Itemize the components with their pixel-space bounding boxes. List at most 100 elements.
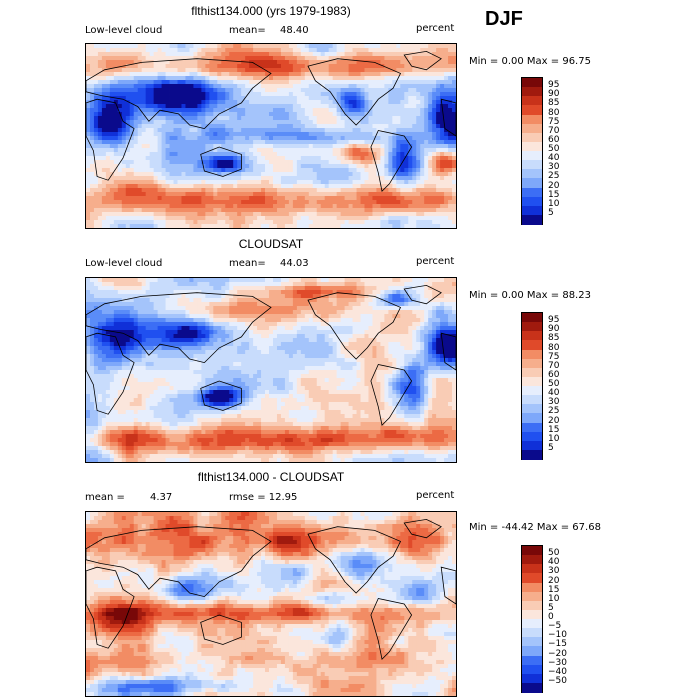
contour-cell: [245, 160, 250, 165]
contour-cell: [261, 124, 266, 129]
contour-cell: [137, 96, 143, 101]
contour-cell: [312, 282, 318, 287]
contour-cell: [352, 204, 357, 209]
contour-cell: [86, 152, 91, 157]
contour-cell: [181, 140, 186, 145]
contour-cell: [129, 68, 135, 73]
contour-cell: [332, 68, 338, 73]
contour-cell: [125, 120, 131, 125]
contour-cell: [360, 136, 365, 141]
contour-cell: [440, 144, 445, 149]
contour-cell: [113, 48, 119, 53]
contour-cell: [300, 224, 306, 228]
contour-cell: [376, 212, 381, 217]
contour-cell: [280, 176, 286, 181]
contour-cell: [245, 168, 250, 173]
contour-cell: [384, 96, 389, 101]
contour-cell: [352, 56, 357, 61]
contour-cell: [141, 72, 147, 77]
contour-cell: [197, 116, 202, 121]
contour-cell: [328, 56, 334, 61]
contour-cell: [133, 286, 139, 291]
contour-cell: [93, 100, 99, 105]
contour-cell: [280, 104, 286, 109]
contour-cell: [288, 96, 294, 101]
contour-cell: [428, 80, 433, 85]
contour-cell: [308, 68, 314, 73]
contour-cell: [368, 72, 373, 77]
contour-cell: [332, 152, 338, 157]
contour-cell: [296, 92, 302, 97]
contour-cell: [296, 124, 302, 129]
contour-cell: [360, 44, 365, 49]
contour-cell: [217, 196, 222, 201]
contour-cell: [105, 160, 111, 165]
contour-cell: [265, 180, 270, 185]
contour-cell: [424, 224, 429, 228]
contour-cell: [444, 176, 449, 181]
contour-cell: [257, 164, 262, 169]
contour-cell: [424, 112, 429, 117]
contour-cell: [205, 224, 210, 228]
contour-cell: [416, 172, 421, 177]
contour-cell: [257, 152, 262, 157]
contour-cell: [368, 152, 373, 157]
contour-cell: [129, 100, 135, 105]
contour-cell: [213, 156, 218, 161]
contour-cell: [420, 208, 425, 213]
contour-cell: [189, 108, 194, 113]
contour-cell: [360, 290, 365, 295]
contour-cell: [193, 164, 198, 169]
contour-cell: [444, 184, 449, 189]
contour-cell: [348, 290, 353, 295]
contour-cell: [388, 278, 393, 283]
contour-cell: [364, 124, 369, 129]
contour-cell: [296, 144, 302, 149]
contour-cell: [209, 212, 214, 217]
contour-cell: [324, 164, 330, 169]
contour-cell: [440, 64, 445, 69]
contour-cell: [213, 44, 218, 49]
contour-cell: [157, 278, 162, 283]
contour-cell: [328, 144, 334, 149]
contour-cell: [269, 164, 274, 169]
contour-cell: [153, 92, 159, 97]
contour-cell: [452, 176, 456, 181]
contour-cell: [448, 84, 453, 89]
colorbar-tick-label: 40: [548, 153, 560, 164]
contour-cell: [157, 298, 162, 303]
contour-cell: [376, 168, 381, 173]
contour-cell: [320, 220, 326, 225]
contour-cell: [396, 152, 401, 157]
contour-cell: [348, 92, 353, 97]
contour-cell: [364, 108, 369, 113]
contour-cell: [265, 192, 270, 197]
contour-cell: [404, 172, 409, 177]
contour-cell: [432, 302, 437, 307]
contour-cell: [209, 44, 214, 49]
contour-cell: [392, 96, 397, 101]
contour-cell: [93, 164, 99, 169]
contour-cell: [276, 200, 282, 205]
contour-cell: [412, 192, 417, 197]
coastline: [370, 130, 413, 193]
contour-cell: [113, 68, 119, 73]
contour-cell: [181, 188, 186, 193]
contour-cell: [169, 298, 174, 303]
contour-cell: [177, 44, 182, 49]
contour-cell: [336, 148, 342, 153]
contour-cell: [125, 104, 131, 109]
contour-cell: [396, 224, 401, 228]
contour-cell: [173, 164, 178, 169]
contour-cell: [300, 204, 306, 209]
contour-cell: [105, 204, 111, 209]
contour-cell: [197, 164, 202, 169]
contour-cell: [388, 144, 393, 149]
contour-cell: [173, 168, 178, 173]
contour-cell: [420, 156, 425, 161]
contour-cell: [312, 196, 318, 201]
contour-cell: [209, 192, 214, 197]
contour-cell: [109, 156, 115, 161]
contour-cell: [376, 96, 381, 101]
contour-cell: [201, 192, 206, 197]
